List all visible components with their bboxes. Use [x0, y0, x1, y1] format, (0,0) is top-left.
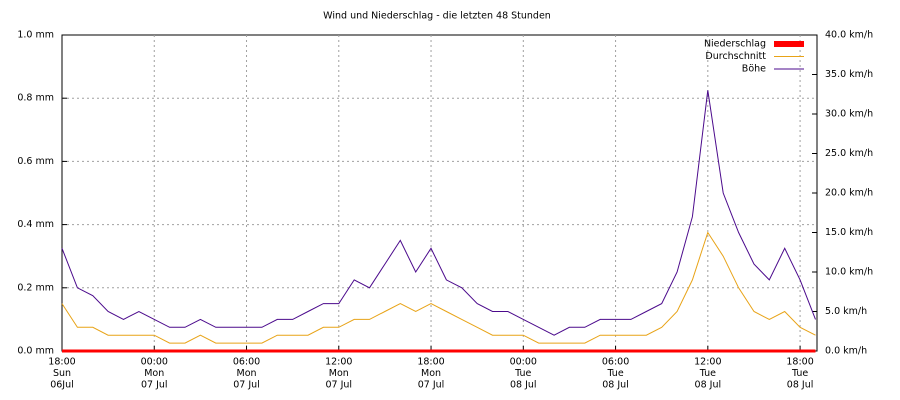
x-tick-label: Tue	[606, 368, 623, 379]
x-tick-label: Sun	[53, 368, 71, 379]
y2-tick-label: 5.0 km/h	[825, 306, 867, 317]
x-tick-label: 07 Jul	[325, 380, 352, 391]
x-tick-label: 07 Jul	[141, 380, 168, 391]
x-tick-label: Tue	[514, 368, 531, 379]
y2-tick-label: 30.0 km/h	[825, 109, 873, 120]
plot-frame	[61, 34, 818, 352]
legend-label: Durchschnitt	[705, 51, 766, 62]
x-tick-label: 06Jul	[50, 380, 74, 391]
chart-title: Wind und Niederschlag - die letzten 48 S…	[323, 11, 551, 22]
y2-tick-label: 0.0 km/h	[825, 346, 867, 357]
y2-tick-label: 40.0 km/h	[825, 30, 873, 41]
x-tick-label: 08 Jul	[695, 380, 722, 391]
y2-tick-label: 25.0 km/h	[825, 148, 873, 159]
x-tick-label: 08 Jul	[602, 380, 629, 391]
x-tick-label: 08 Jul	[510, 380, 537, 391]
x-tick-label: 12:00	[694, 357, 721, 368]
y-tick-label: 0.4 mm	[17, 219, 54, 230]
legend-swatch	[774, 41, 804, 47]
x-tick-label: 06:00	[233, 357, 260, 368]
x-tick-label: Mon	[237, 368, 257, 379]
legend-label: Niederschlag	[704, 39, 766, 50]
x-tick-label: Mon	[144, 368, 164, 379]
y-tick-label: 0.0 mm	[17, 346, 54, 357]
y-tick-label: 0.8 mm	[17, 93, 54, 104]
x-tick-label: 00:00	[141, 357, 168, 368]
x-tick-label: Mon	[329, 368, 349, 379]
x-tick-label: Mon	[421, 368, 441, 379]
y2-tick-label: 15.0 km/h	[825, 227, 873, 238]
y2-tick-label: 10.0 km/h	[825, 267, 873, 278]
x-tick-label: Tue	[699, 368, 716, 379]
x-tick-label: 06:00	[602, 357, 629, 368]
x-tick-label: 18:00	[48, 357, 75, 368]
y-tick-label: 0.6 mm	[17, 156, 54, 167]
y-tick-label: 1.0 mm	[17, 30, 54, 41]
y-tick-label: 0.2 mm	[17, 282, 54, 293]
series-line	[61, 231, 816, 344]
x-tick-label: 00:00	[510, 357, 537, 368]
x-tick-label: 18:00	[786, 357, 813, 368]
x-tick-label: 18:00	[417, 357, 444, 368]
series-line	[61, 90, 816, 336]
x-tick-label: 08 Jul	[787, 380, 814, 391]
x-tick-label: 07 Jul	[233, 380, 260, 391]
x-tick-label: Tue	[791, 368, 808, 379]
x-tick-label: 07 Jul	[418, 380, 445, 391]
x-tick-label: 12:00	[325, 357, 352, 368]
y2-tick-label: 20.0 km/h	[825, 188, 873, 199]
legend-label: Böhe	[742, 64, 766, 75]
y2-tick-label: 35.0 km/h	[825, 69, 873, 80]
